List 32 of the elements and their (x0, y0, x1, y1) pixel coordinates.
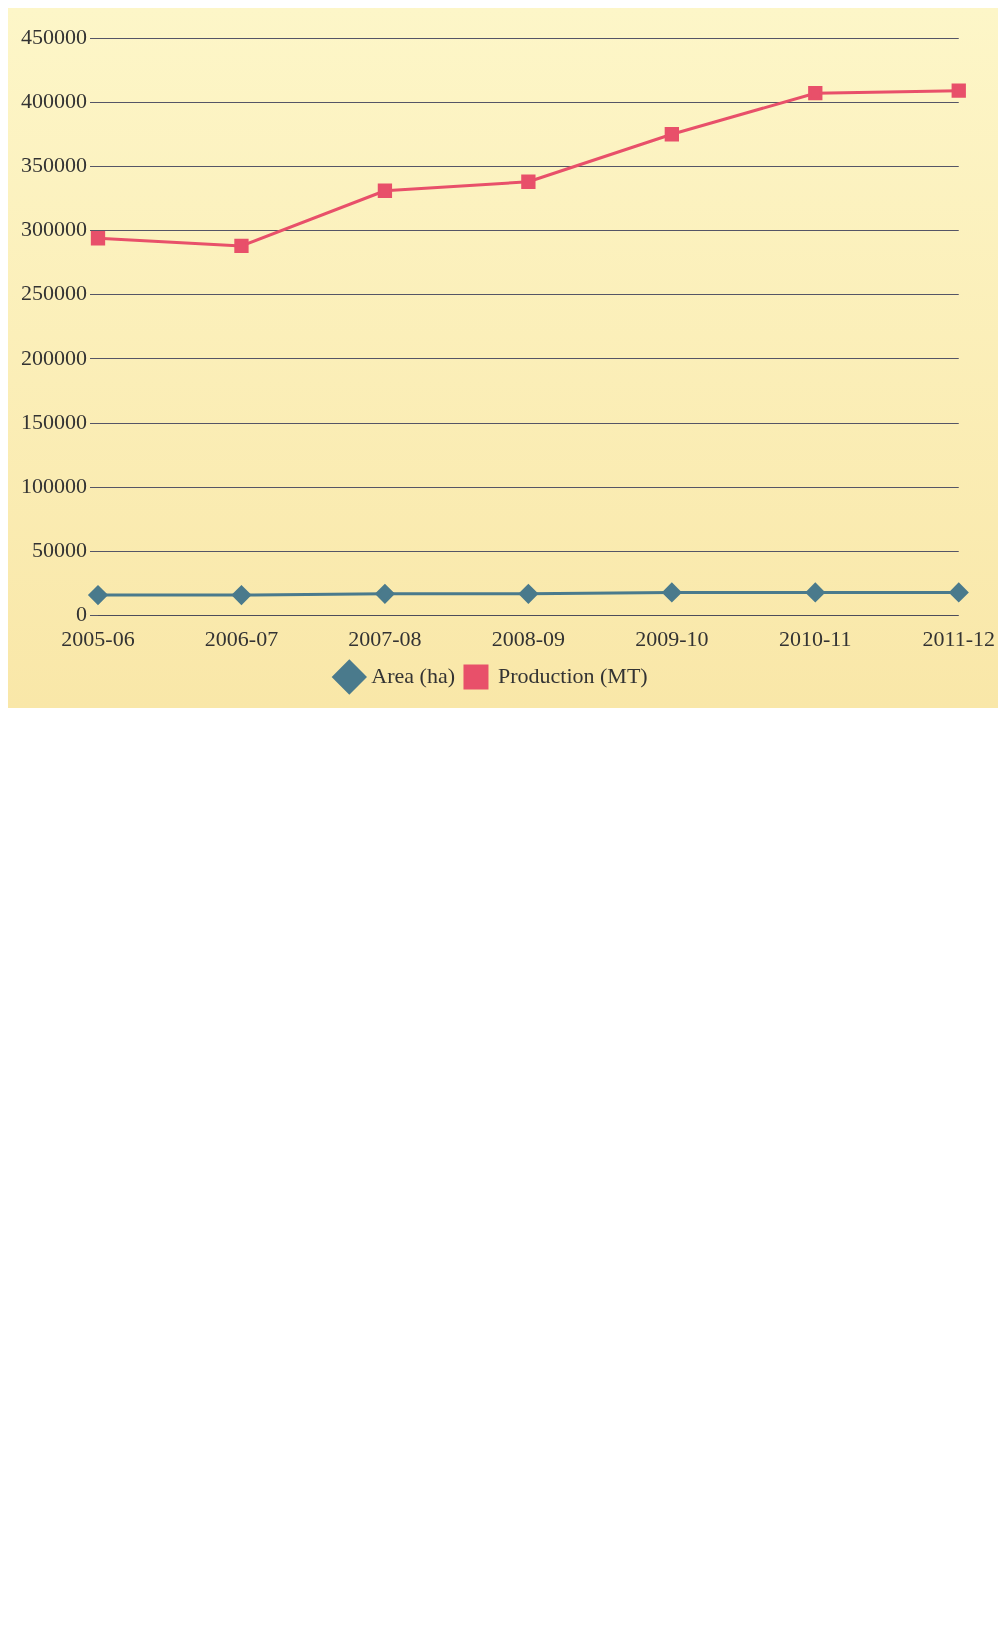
y-tick-label: 300000 (21, 216, 87, 242)
x-tick-label: 2009-10 (635, 625, 709, 651)
point (951, 83, 966, 98)
y-tick-label: 400000 (21, 87, 87, 113)
point (234, 238, 249, 254)
x-tick-label: 2008-09 (491, 625, 566, 651)
x-tick-label: 2010-11 (779, 625, 852, 651)
point (949, 583, 969, 602)
y-tick-label: 100000 (21, 473, 87, 499)
point (808, 86, 823, 101)
legend-label: Production (MT) (497, 662, 648, 688)
point (521, 174, 536, 189)
y-tick-label: 350000 (21, 152, 87, 178)
point (664, 127, 679, 142)
y-tick-label: 150000 (21, 408, 87, 434)
point (88, 585, 108, 605)
y-tick-label: 450000 (21, 23, 87, 49)
point (518, 584, 538, 604)
x-tick-label: 2011-12 (922, 625, 995, 651)
point (805, 583, 825, 602)
x-tick-label: 2005-06 (61, 625, 135, 651)
point (375, 584, 395, 604)
x-tick-label: 2007-08 (348, 625, 422, 651)
point (231, 585, 251, 605)
point (377, 183, 393, 198)
y-tick-label: 200000 (21, 344, 87, 370)
y-tick-label: 250000 (21, 280, 87, 306)
legend-label: Area (ha) (371, 662, 455, 688)
x-tick-label: 2006-07 (204, 625, 279, 651)
point (662, 583, 682, 602)
y-tick-label: 0 (76, 601, 87, 627)
y-tick-label: 50000 (32, 537, 87, 563)
